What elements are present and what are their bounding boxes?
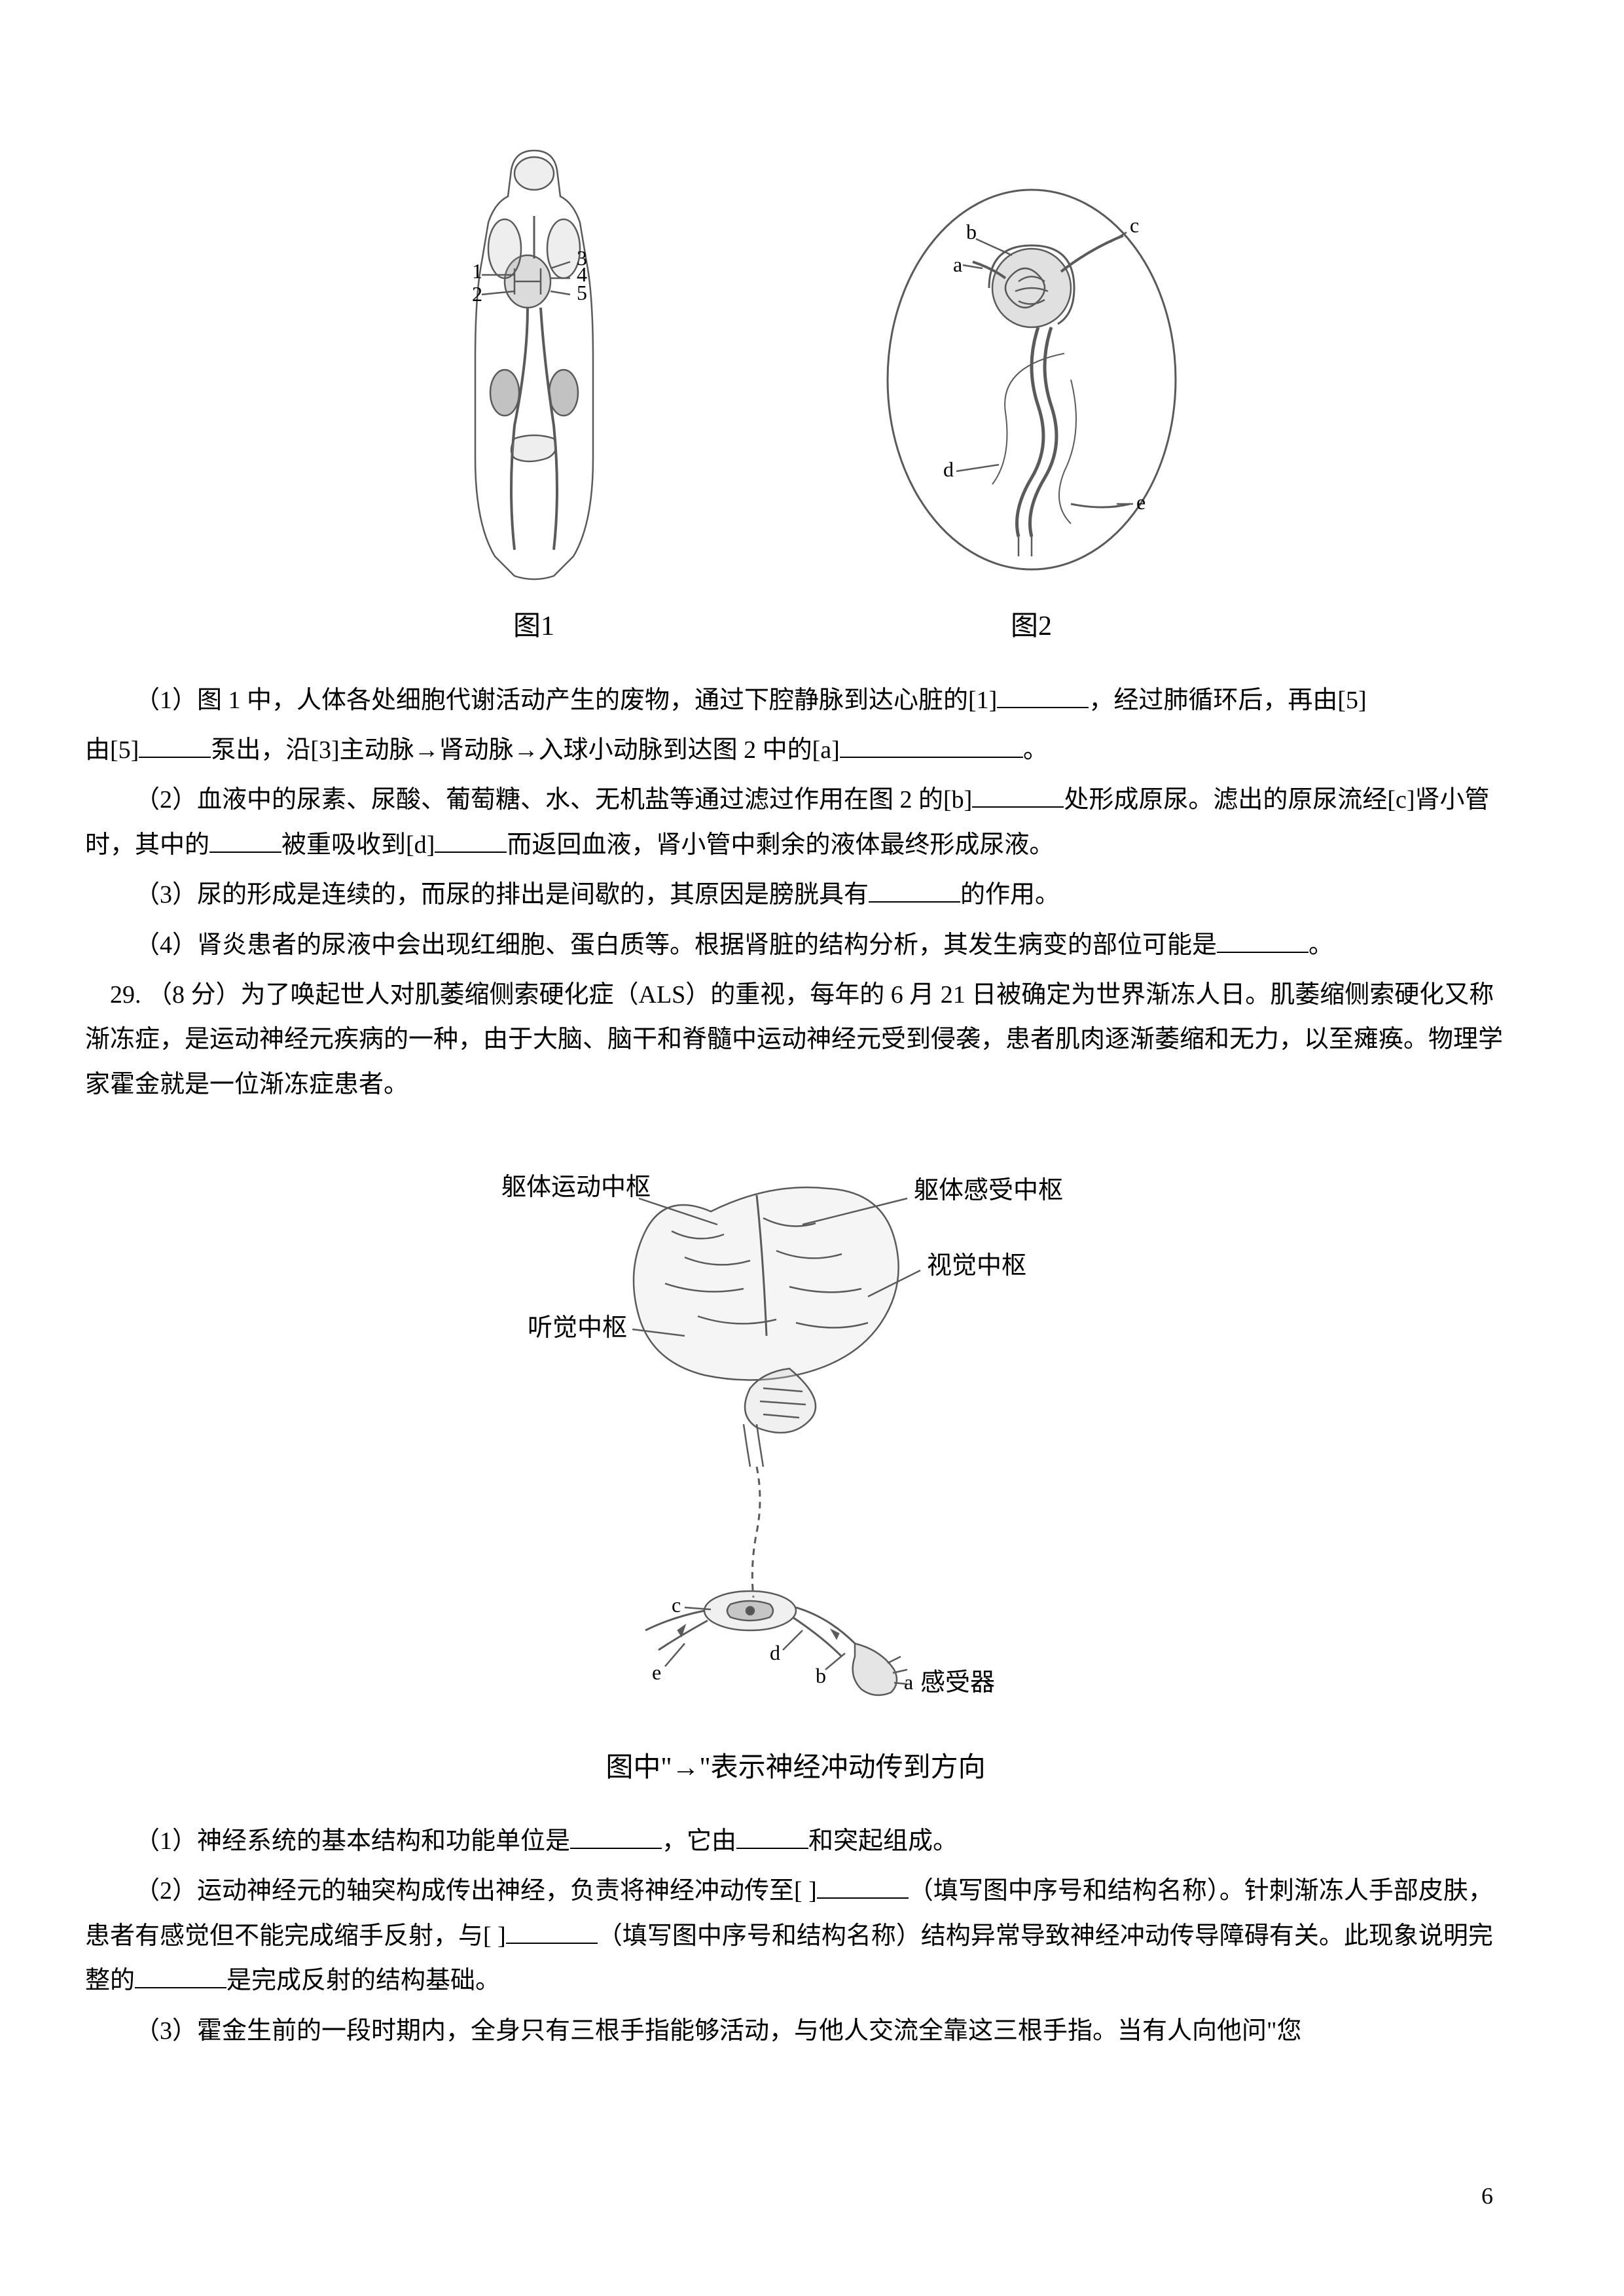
fig1-label-2: 2 — [472, 282, 482, 306]
q28-p1-word: 由[5] — [85, 736, 139, 764]
blank — [1217, 923, 1308, 953]
fig2-label-b: b — [966, 220, 977, 243]
brain-label-motor: 躯体运动中枢 — [501, 1174, 651, 1201]
question-29-intro: 29. （8 分）为了唤起世人对肌萎缩侧索硬化症（ALS）的重视，每年的 6 月… — [85, 973, 1506, 1107]
q28-p1-text3: 泵出，沿[3]主动脉→肾动脉→入球小动脉到达图 2 中的[a] — [211, 736, 840, 764]
q28-p2-text1: （2）血液中的尿素、尿酸、葡萄糖、水、无机盐等通过滤过作用在图 2 的[b] — [135, 786, 972, 814]
q29-p1-text2: ，它由 — [662, 1827, 736, 1855]
figure-row: 1 2 3 4 5 图1 — [85, 131, 1506, 652]
figure-1-container: 1 2 3 4 5 图1 — [397, 131, 672, 652]
blank — [997, 678, 1089, 708]
figure-1-svg: 1 2 3 4 5 — [397, 131, 672, 589]
q28-p2-suffix: 而返回血液，肾小管中剩余的液体最终形成尿液。 — [507, 831, 1054, 859]
brain-caption: 图中"→"表示神经冲动传到方向 — [85, 1744, 1506, 1793]
q28-p2-text3: 被重吸收到[d] — [281, 831, 435, 859]
q28-p3-suffix: 的作用。 — [960, 881, 1060, 908]
q28-p4-text1: （4）肾炎患者的尿液中会出现红细胞、蛋白质等。根据肾脏的结构分析，其发生病变的部… — [135, 931, 1217, 959]
fig2-label-d: d — [943, 457, 954, 481]
blank — [972, 778, 1064, 808]
q28-p1-suffix: 。 — [1023, 736, 1048, 764]
q29-p2-text1: （2）运动神经元的轴突构成传出神经，负责将神经冲动传至[ ] — [135, 1877, 817, 1905]
brain-label-visual: 视觉中枢 — [927, 1252, 1026, 1280]
brain-label-sensory: 躯体感受中枢 — [914, 1177, 1063, 1204]
blank — [736, 1820, 808, 1850]
fig2-label-c: c — [1130, 213, 1139, 237]
brain-label-auditory: 听觉中枢 — [528, 1314, 627, 1342]
figure-1-caption: 图1 — [397, 602, 672, 652]
q29-p1: （1）神经系统的基本结构和功能单位是 ，它由 和突起组成。 — [85, 1819, 1506, 1863]
fig2-label-a: a — [953, 253, 962, 276]
brain-label-c: c — [672, 1593, 681, 1617]
brain-label-b: b — [816, 1664, 826, 1687]
blank — [506, 1914, 598, 1944]
q29-p3-text: （3）霍金生前的一段时期内，全身只有三根手指能够活动，与他人交流全靠这三根手指。… — [135, 2017, 1302, 2045]
q29-p1-text1: （1）神经系统的基本结构和功能单位是 — [135, 1827, 570, 1855]
q29-intro-text: 29. （8 分）为了唤起世人对肌萎缩侧索硬化症（ALS）的重视，每年的 6 月… — [85, 981, 1503, 1098]
blank — [817, 1869, 909, 1899]
brain-label-d: d — [770, 1641, 780, 1664]
q29-p2: （2）运动神经元的轴突构成传出神经，负责将神经冲动传至[ ]（填写图中序号和结构… — [85, 1869, 1506, 2003]
page-number: 6 — [1481, 2175, 1493, 2217]
blank — [135, 1959, 226, 1989]
q28-p1-text2: ，经过肺循环后，再由[5] — [1089, 687, 1366, 714]
question-29-subs: （1）神经系统的基本结构和功能单位是 ，它由 和突起组成。 （2）运动神经元的轴突构… — [85, 1819, 1506, 2053]
q28-p1-cont: 由[5] 泵出，沿[3]主动脉→肾动脉→入球小动脉到达图 2 中的[a] 。 — [85, 728, 1506, 772]
blank — [139, 728, 211, 758]
brain-figure-container: 躯体运动中枢 躯体感受中枢 视觉中枢 听觉中枢 c d b e a 感受器 图中… — [85, 1126, 1506, 1793]
fig1-label-5: 5 — [577, 281, 587, 304]
fig1-label-1: 1 — [472, 259, 482, 283]
q29-p1-suffix: 和突起组成。 — [808, 1827, 958, 1855]
figure-2-caption: 图2 — [868, 602, 1195, 652]
q28-p4: （4）肾炎患者的尿液中会出现红细胞、蛋白质等。根据肾脏的结构分析，其发生病变的部… — [85, 923, 1506, 967]
q28-p2: （2）血液中的尿素、尿酸、葡萄糖、水、无机盐等通过滤过作用在图 2 的[b]处形… — [85, 778, 1506, 867]
q28-p1-text1: （1）图 1 中，人体各处细胞代谢活动产生的废物，通过下腔静脉到达心脏的[1] — [135, 687, 997, 714]
blank — [840, 728, 1023, 758]
blank — [869, 873, 960, 903]
q29-p3: （3）霍金生前的一段时期内，全身只有三根手指能够活动，与他人交流全靠这三根手指。… — [85, 2009, 1506, 2053]
blank — [209, 823, 281, 853]
q28-p4-suffix: 。 — [1308, 931, 1333, 959]
fig2-label-e: e — [1136, 490, 1146, 514]
question-28: （1）图 1 中，人体各处细胞代谢活动产生的废物，通过下腔静脉到达心脏的[1] ，… — [85, 678, 1506, 967]
q28-p3-text1: （3）尿的形成是连续的，而尿的排出是间歇的，其原因是膀胱具有 — [135, 881, 869, 908]
q28-p1: （1）图 1 中，人体各处细胞代谢活动产生的废物，通过下腔静脉到达心脏的[1] ，… — [85, 678, 1506, 723]
brain-label-receptor: 感受器 — [920, 1669, 995, 1696]
brain-label-a: a — [904, 1670, 913, 1694]
figure-2-container: a b c d e 图2 — [868, 183, 1195, 652]
blank — [435, 823, 507, 853]
q28-p3: （3）尿的形成是连续的，而尿的排出是间歇的，其原因是膀胱具有 的作用。 — [85, 872, 1506, 917]
q29-p2-suffix: 是完成反射的结构基础。 — [226, 1967, 500, 1994]
brain-label-e: e — [652, 1660, 661, 1684]
figure-2-svg: a b c d e — [868, 183, 1195, 589]
brain-figure-svg: 躯体运动中枢 躯体感受中枢 视觉中枢 听觉中枢 c d b e a 感受器 — [436, 1126, 1156, 1715]
blank — [570, 1820, 662, 1850]
